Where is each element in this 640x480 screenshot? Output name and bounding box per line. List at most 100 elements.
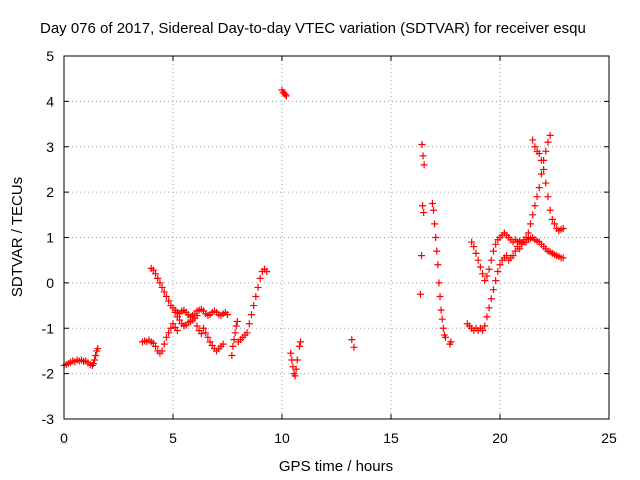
data-point (472, 249, 480, 257)
data-point (292, 365, 300, 373)
data-point (158, 347, 166, 355)
data-point (535, 150, 543, 158)
data-point (527, 220, 535, 228)
data-point (535, 184, 543, 192)
data-point (516, 245, 524, 253)
data-point (542, 179, 550, 187)
data-point (531, 143, 539, 151)
data-point (193, 322, 201, 330)
data-point (94, 345, 102, 353)
data-points (60, 86, 567, 380)
chart-title: Day 076 of 2017, Sidereal Day-to-day VTE… (40, 20, 586, 37)
data-point (245, 320, 253, 328)
data-point (487, 256, 495, 264)
data-point (250, 302, 258, 310)
data-point (197, 330, 205, 338)
data-point (297, 338, 305, 346)
data-point (492, 277, 500, 285)
data-point (156, 279, 164, 287)
data-point (470, 243, 478, 251)
data-point (418, 252, 426, 260)
data-point (419, 152, 427, 160)
data-point (485, 265, 493, 273)
data-point (152, 342, 160, 350)
data-point (200, 324, 208, 332)
data-point (476, 263, 484, 271)
data-point (204, 333, 212, 341)
data-point (89, 360, 97, 368)
data-point (287, 349, 295, 357)
y-tick-label: 0 (46, 275, 54, 291)
data-point (293, 356, 301, 364)
data-point (537, 156, 545, 164)
data-point (551, 220, 558, 228)
data-point (436, 292, 444, 300)
data-point (92, 351, 100, 359)
data-point (165, 297, 173, 305)
data-point (420, 161, 428, 169)
data-point (428, 199, 436, 207)
x-tick-label: 20 (492, 430, 508, 446)
data-point (154, 274, 162, 282)
data-point (442, 333, 449, 341)
data-point (559, 254, 567, 262)
data-point (165, 329, 173, 337)
data-point (489, 286, 497, 294)
data-point (468, 238, 476, 246)
data-point (479, 327, 487, 335)
data-point (542, 147, 550, 155)
data-point (418, 140, 426, 148)
data-point (430, 206, 438, 214)
data-point (256, 274, 264, 282)
x-tick-label: 0 (60, 430, 68, 446)
data-point (522, 234, 530, 241)
data-point (431, 220, 439, 228)
x-tick-label: 5 (169, 430, 177, 446)
grid-lines (64, 56, 609, 419)
axis-ticks: 0 5 10 15 20 25 -3 -2 -1 0 1 2 3 4 5 (42, 48, 617, 446)
data-point (91, 356, 99, 364)
data-point (437, 306, 445, 314)
x-axis-label: GPS time / hours (279, 458, 393, 475)
data-point (295, 342, 303, 350)
y-tick-label: -1 (42, 320, 55, 336)
data-point (489, 247, 497, 255)
data-point (162, 333, 170, 341)
data-point (416, 290, 424, 298)
data-point (540, 165, 548, 173)
data-point (243, 329, 251, 337)
data-point (531, 202, 539, 210)
x-tick-label: 25 (601, 430, 617, 446)
data-point (230, 336, 238, 344)
data-point (524, 229, 532, 237)
data-point (348, 336, 356, 344)
data-point (439, 324, 447, 332)
data-point (232, 322, 240, 330)
data-point (162, 292, 170, 300)
y-tick-label: 1 (46, 230, 54, 246)
data-point (291, 372, 299, 380)
data-point (350, 343, 358, 351)
data-point (167, 324, 175, 332)
data-point (281, 91, 289, 99)
data-point (173, 327, 181, 335)
data-point (481, 322, 489, 330)
data-point (419, 202, 427, 210)
data-point (219, 340, 227, 348)
data-point (529, 211, 537, 219)
y-tick-label: 3 (46, 139, 54, 155)
data-point (160, 288, 168, 296)
y-tick-label: 4 (46, 93, 54, 109)
data-point (483, 313, 491, 321)
data-point (511, 247, 519, 255)
data-point (233, 317, 241, 325)
data-point (229, 342, 237, 350)
data-point (433, 247, 441, 255)
x-tick-label: 15 (383, 430, 399, 446)
data-point (228, 351, 236, 359)
data-point (263, 268, 271, 276)
data-point (503, 252, 511, 260)
data-point (481, 277, 489, 285)
data-point (546, 131, 554, 139)
data-point (544, 138, 552, 146)
